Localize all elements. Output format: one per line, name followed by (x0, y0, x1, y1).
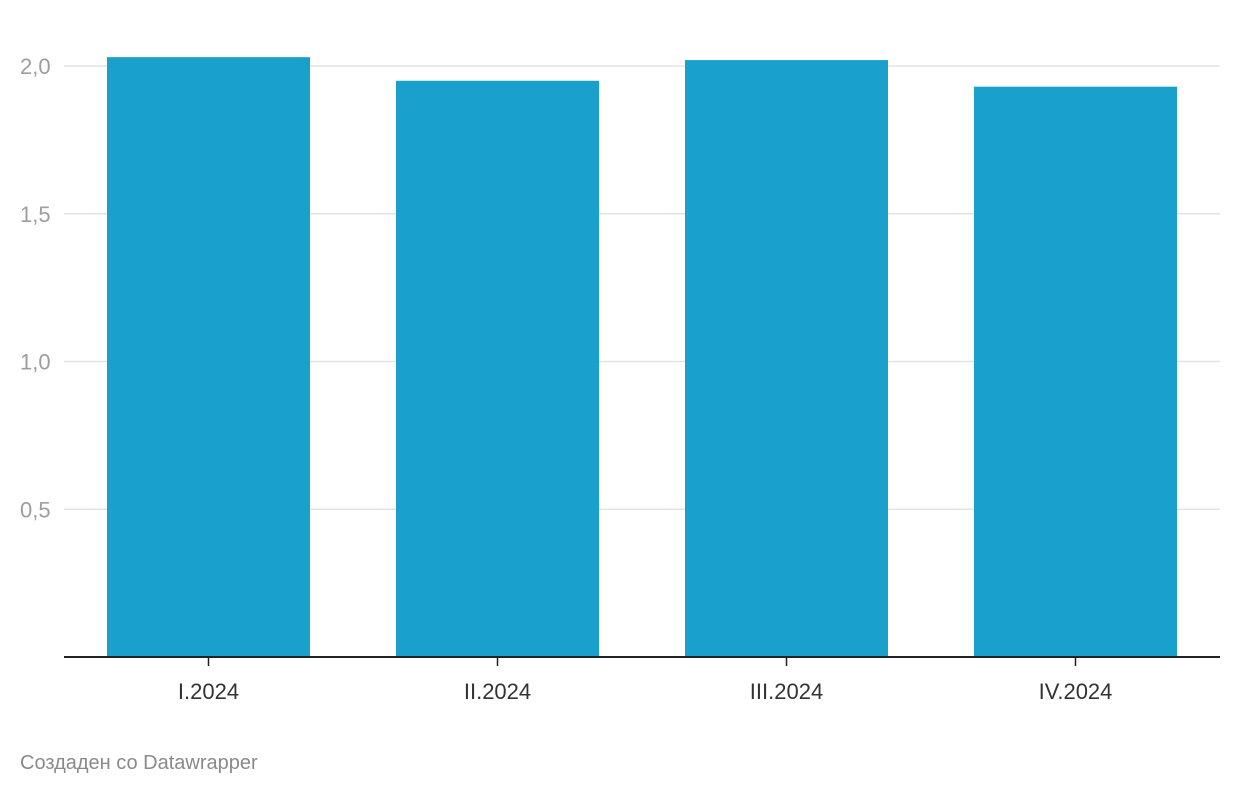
bars (107, 57, 1177, 657)
y-tick-label: 1,0 (20, 350, 51, 375)
bar (107, 57, 310, 657)
bar (396, 80, 599, 657)
bar (685, 60, 888, 657)
y-axis-tick-labels: 0,5 1,0 1,5 2,0 (20, 54, 51, 522)
y-tick-label: 2,0 (20, 54, 51, 79)
x-tick-label: II.2024 (464, 679, 531, 704)
x-tick-label: III.2024 (750, 679, 823, 704)
y-tick-label: 1,5 (20, 202, 51, 227)
bar (974, 86, 1177, 657)
datawrapper-credit: Создаден со Datawrapper (20, 752, 258, 774)
x-tick-label: I.2024 (178, 679, 239, 704)
x-axis (64, 656, 1220, 666)
y-tick-label: 0,5 (20, 497, 51, 522)
x-axis-tick-labels: I.2024 II.2024 III.2024 IV.2024 (178, 679, 1113, 704)
x-tick-label: IV.2024 (1039, 679, 1113, 704)
